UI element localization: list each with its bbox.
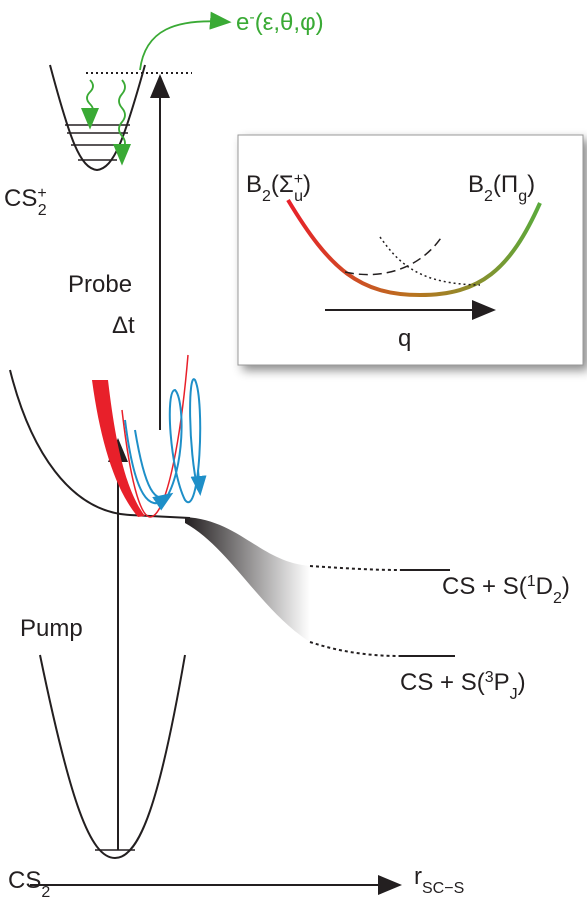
- text: (Π: [493, 171, 518, 198]
- text: 2: [41, 884, 50, 901]
- text: ): [527, 171, 535, 198]
- text: B: [246, 171, 262, 198]
- inset-surface: [286, 198, 542, 298]
- text: 2: [484, 188, 493, 205]
- ground-label: CS2: [8, 867, 50, 901]
- text: -: [249, 9, 254, 26]
- text: ): [303, 171, 311, 198]
- relaxation: [81, 11, 232, 166]
- text: 1: [527, 573, 536, 590]
- text: u: [294, 188, 303, 205]
- gray-band: [185, 517, 310, 642]
- channel-label: CS + S(3PJ): [400, 669, 526, 703]
- ground-well: [39, 654, 186, 860]
- text: ): [562, 573, 570, 600]
- inset: B2(Σ+ u) B2(Πg) q: [237, 134, 584, 366]
- text: B: [468, 171, 484, 198]
- electron-label: e-(ε,θ,φ): [236, 9, 324, 37]
- text: ): [518, 669, 526, 696]
- text: r: [414, 863, 422, 890]
- text: CS: [4, 185, 37, 212]
- inset-axis-label: q: [398, 325, 411, 352]
- channel-label: CS + S(1D2): [442, 573, 570, 607]
- text: D: [536, 573, 553, 600]
- probe-label: Probe: [68, 271, 132, 298]
- cation-label: CS+ 2: [4, 185, 47, 219]
- channel-1: [309, 565, 401, 571]
- text: CS: [8, 867, 41, 894]
- pump-label: Pump: [20, 615, 83, 642]
- text: +: [37, 185, 46, 202]
- text: 2: [38, 202, 47, 219]
- wavepacket-motion: [124, 378, 207, 511]
- delay-label: Δt: [112, 312, 135, 339]
- inset-diabatic-1: [344, 234, 444, 276]
- text: 2: [553, 590, 562, 607]
- text: (ε,θ,φ): [255, 9, 324, 36]
- text: P: [494, 669, 510, 696]
- excited-well: [121, 354, 189, 518]
- text: e: [236, 9, 249, 36]
- text: g: [518, 188, 527, 205]
- text: (Σ: [271, 171, 294, 198]
- cation-well: [49, 64, 146, 172]
- wavepacket: [92, 380, 145, 517]
- text: 3: [485, 669, 494, 686]
- inset-left-label: B2(Σ+ u): [246, 171, 311, 205]
- text: 2: [262, 188, 271, 205]
- text: CS + S(: [442, 573, 527, 600]
- text: +: [294, 171, 303, 188]
- inset-diabatic-2: [379, 236, 481, 286]
- text: SC−S: [422, 880, 464, 897]
- inset-right-label: B2(Πg): [468, 171, 535, 205]
- text: J: [510, 686, 518, 703]
- text: CS + S(: [400, 669, 485, 696]
- axis-label: rSC−S: [414, 863, 464, 897]
- channel-2: [309, 641, 401, 657]
